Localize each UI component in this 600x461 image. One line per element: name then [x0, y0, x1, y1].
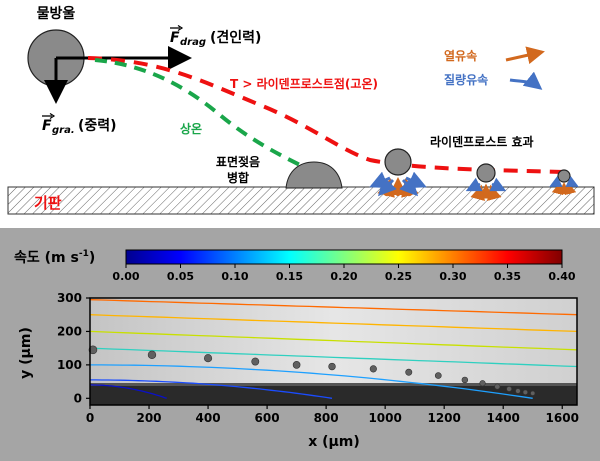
- streamline: [90, 384, 167, 399]
- flux-arrows-2: [465, 177, 507, 202]
- leidenfrost-droplet-3: [557, 169, 571, 183]
- svg-text:(중력): (중력): [78, 118, 117, 134]
- drag-force-label: F drag (견인력): [170, 24, 261, 48]
- svg-text:drag: drag: [180, 37, 206, 48]
- streamline: [90, 379, 333, 399]
- droplet-dot: [479, 380, 486, 387]
- green-trajectory: [94, 58, 301, 167]
- room-temp-label: 상온: [180, 121, 202, 136]
- svg-text:F: F: [170, 30, 180, 46]
- mass-flux-legend-arrow: [509, 71, 543, 90]
- colorbar-tick-label: 0.35: [494, 270, 521, 283]
- colorbar-tick-label: 0.30: [439, 270, 466, 283]
- x-tick-label: 800: [314, 411, 339, 425]
- y-tick-label: 100: [57, 358, 82, 372]
- coalescence-label-line2: 병합: [227, 170, 249, 185]
- colorbar-ticks: 0.00 0.05 0.10 0.15 0.20 0.25 0.30 0.35 0.40: [112, 264, 576, 283]
- coalesced-droplet: [285, 161, 343, 189]
- gravity-force-label: F gra. (중력): [42, 112, 117, 136]
- red-trajectory: [87, 56, 566, 174]
- droplet-dot: [405, 368, 413, 376]
- streamline: [89, 299, 578, 316]
- x-tick-label: 0: [86, 411, 94, 425]
- droplet-dot: [461, 376, 469, 384]
- plot-area: [88, 297, 578, 406]
- droplet-dot: [328, 362, 336, 371]
- substrate-photo: [90, 383, 577, 405]
- droplet-label: 물방울: [37, 5, 76, 22]
- droplet-dot: [506, 386, 512, 392]
- droplet-dot: [530, 390, 536, 396]
- colorbar-tick-label: 0.00: [112, 270, 139, 283]
- high-temp-label: T > 라이덴프로스트점(고온): [230, 76, 378, 91]
- x-tick-label: 1400: [487, 411, 520, 425]
- colorbar-tick-label: 0.40: [548, 270, 575, 283]
- droplet-dot: [434, 372, 442, 379]
- droplet-dot: [522, 389, 528, 395]
- plot-frame: [89, 297, 578, 406]
- x-tick-label: 200: [136, 411, 161, 425]
- heat-flux-legend-arrow: [505, 46, 545, 65]
- x-tick-label: 1000: [368, 411, 401, 425]
- y-axis-label: y (µm): [18, 327, 34, 379]
- velocity-panel: 속도 (m s-1) 0.00 0.05 0.10 0.15 0.20 0.25 0.30 0…: [0, 228, 600, 461]
- mass-flux-legend-label: 질량유속: [444, 73, 488, 87]
- heat-flux-legend-label: 열유속: [444, 48, 477, 63]
- droplet-dot: [494, 383, 501, 390]
- svg-text:gra.: gra.: [52, 125, 75, 136]
- svg-text:(견인력): (견인력): [210, 29, 261, 46]
- y-tick-label: 200: [57, 324, 82, 338]
- colorbar-title: 속도 (m s-1): [14, 249, 95, 266]
- leidenfrost-droplet-2: [476, 163, 496, 183]
- colorbar-tick-label: 0.05: [167, 270, 194, 283]
- y-ticks: 300 200 100 0: [57, 291, 90, 405]
- colorbar-tick-label: 0.15: [276, 270, 303, 283]
- substrate-label: 기판: [34, 194, 62, 212]
- coalescence-label-line1: 표면젖음: [216, 154, 260, 169]
- streamline: [89, 314, 578, 333]
- x-tick-label: 600: [255, 411, 280, 425]
- flux-arrows-3: [549, 176, 579, 196]
- x-tick-label: 1600: [546, 411, 579, 425]
- velocity-streamlines: [89, 299, 578, 399]
- x-ticks: 0 200 400 600 800 1000 1200 1400 1600: [86, 405, 579, 425]
- droplet-dot: [204, 354, 213, 363]
- flux-arrows-1: [369, 171, 427, 198]
- droplet-dot: [147, 350, 157, 360]
- leidenfrost-droplet-1: [384, 148, 412, 176]
- x-axis-label: x (µm): [308, 434, 360, 450]
- droplet-dot: [292, 361, 301, 369]
- x-tick-label: 400: [196, 411, 221, 425]
- colorbar-tick-label: 0.10: [221, 270, 248, 283]
- y-tick-label: 300: [57, 291, 82, 305]
- leidenfrost-effect-label: 라이덴프로스트 효과: [430, 134, 534, 149]
- droplet-track: [88, 345, 536, 396]
- streamline: [90, 364, 533, 399]
- substrate-block: [7, 186, 595, 215]
- droplet-dot: [515, 388, 521, 394]
- droplet-dot: [251, 357, 260, 366]
- colorbar: [125, 249, 563, 265]
- droplet-dot: [88, 345, 98, 355]
- x-tick-label: 1200: [427, 411, 460, 425]
- droplet-dot: [369, 365, 377, 373]
- streamline: [89, 347, 578, 368]
- y-tick-label: 0: [74, 391, 82, 405]
- svg-text:F: F: [42, 118, 52, 134]
- colorbar-tick-label: 0.20: [330, 270, 357, 283]
- schematic-diagram: 물방울 F drag (견인력) F gra. (중력) T > 라이덴프로스트…: [7, 5, 595, 215]
- streamline: [89, 330, 578, 351]
- colorbar-tick-label: 0.25: [385, 270, 412, 283]
